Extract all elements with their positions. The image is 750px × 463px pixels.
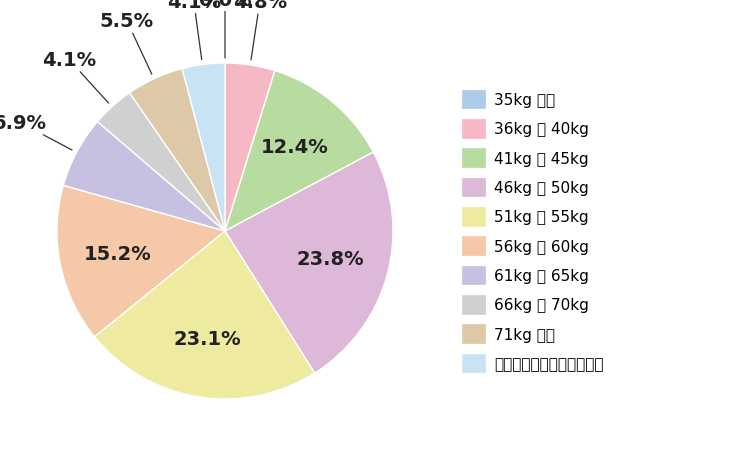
Text: 23.8%: 23.8%: [297, 250, 364, 269]
Wedge shape: [182, 64, 225, 232]
Text: 23.1%: 23.1%: [174, 330, 242, 349]
Wedge shape: [225, 153, 393, 373]
Text: 4.1%: 4.1%: [166, 0, 220, 60]
Text: 6.9%: 6.9%: [0, 114, 72, 150]
Wedge shape: [57, 186, 225, 337]
Text: 15.2%: 15.2%: [84, 244, 152, 263]
Wedge shape: [98, 94, 225, 232]
Text: 12.4%: 12.4%: [261, 138, 328, 157]
Text: 4.1%: 4.1%: [42, 51, 109, 104]
Legend: 35kg 以下, 36kg ～ 40kg, 41kg ～ 45kg, 46kg ～ 50kg, 51kg ～ 55kg, 56kg ～ 60kg, 61kg ～: 35kg 以下, 36kg ～ 40kg, 41kg ～ 45kg, 46kg …: [458, 86, 608, 377]
Wedge shape: [130, 69, 225, 232]
Text: 5.5%: 5.5%: [100, 13, 154, 75]
Text: 4.8%: 4.8%: [232, 0, 287, 61]
Wedge shape: [63, 122, 225, 232]
Wedge shape: [94, 232, 315, 399]
Wedge shape: [225, 64, 275, 232]
Wedge shape: [225, 71, 374, 231]
Text: 0.0%: 0.0%: [198, 0, 252, 59]
